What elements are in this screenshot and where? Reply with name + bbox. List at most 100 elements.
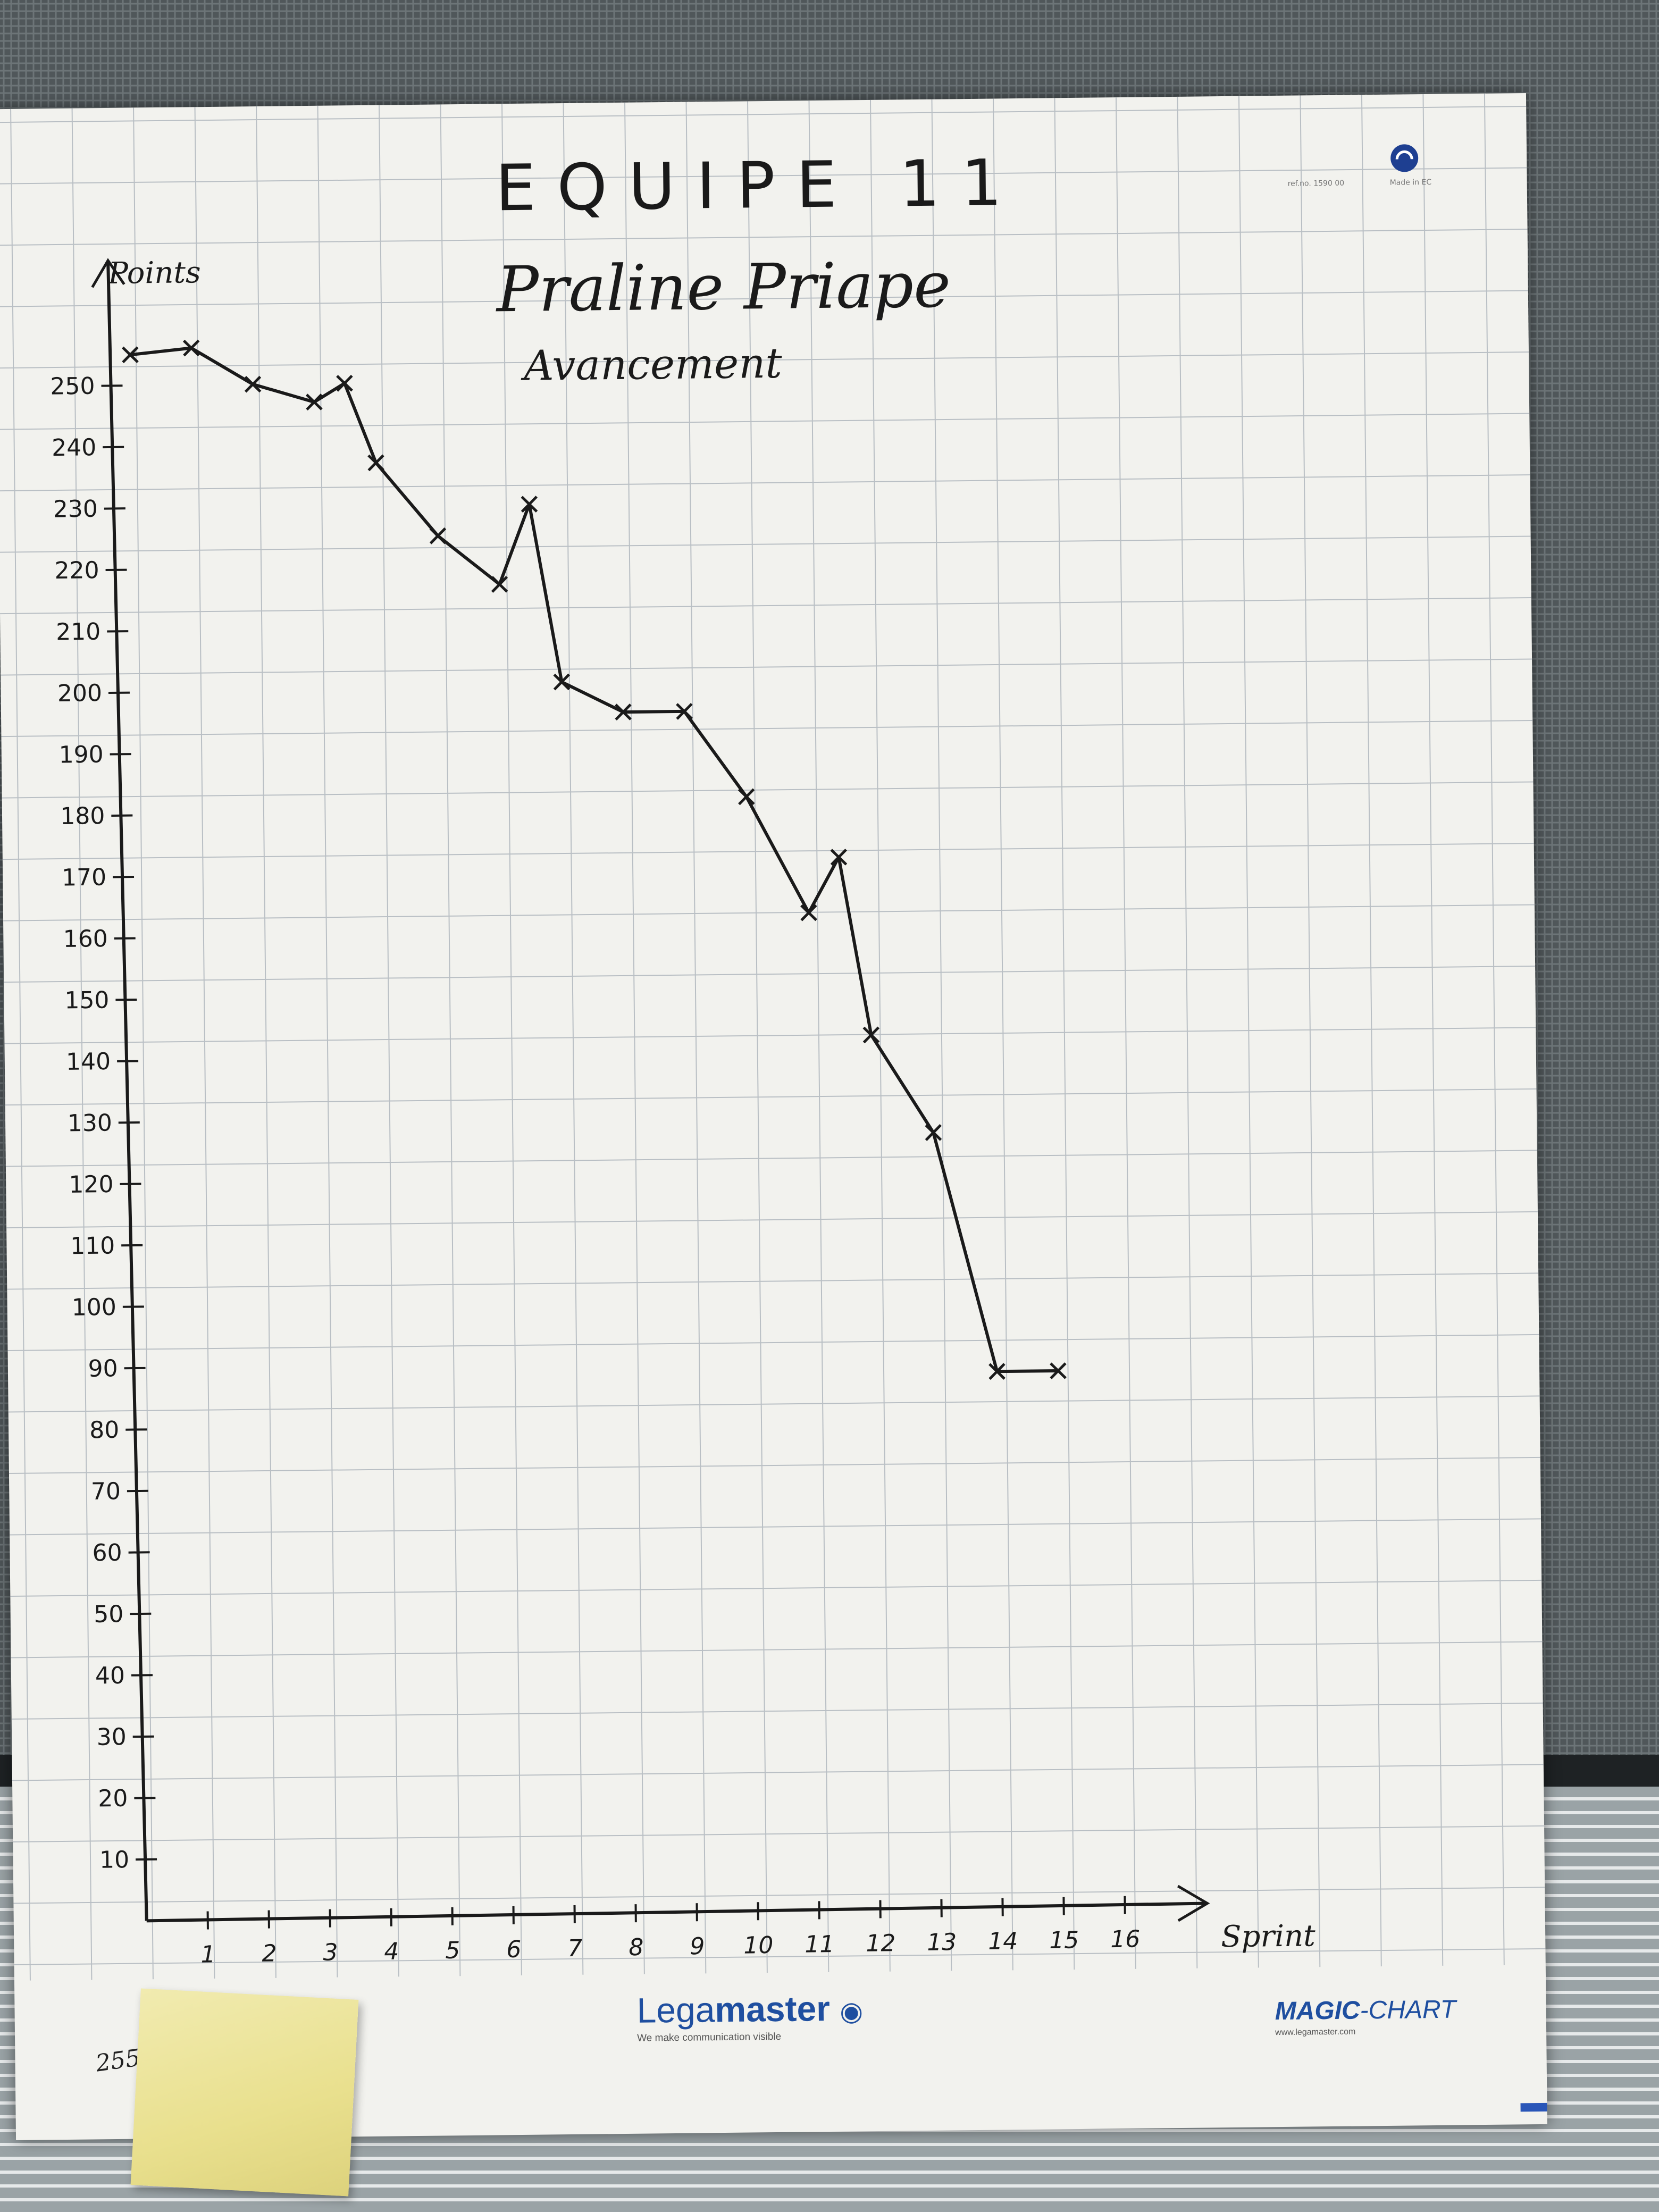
grid-line-horizontal bbox=[3, 904, 1535, 921]
grid-line-vertical bbox=[1300, 95, 1321, 1967]
data-point-marker bbox=[305, 393, 323, 410]
data-point-marker bbox=[615, 703, 632, 720]
grid-line-vertical bbox=[317, 105, 338, 1978]
grid-line-horizontal bbox=[1, 719, 1533, 738]
grid-line-horizontal bbox=[11, 1641, 1543, 1658]
data-point-marker bbox=[988, 1363, 1006, 1380]
flipchart-sheet: 10 20 30 40 50 60 70 80 90 100 110 120 130 140 150 160 1… bbox=[0, 93, 1547, 2140]
recycle-icon bbox=[1390, 144, 1419, 172]
y-tick-label: 130 bbox=[68, 1109, 113, 1137]
data-point-marker bbox=[800, 904, 817, 921]
y-axis-line bbox=[106, 260, 148, 1921]
x-tick-label: 7 bbox=[567, 1935, 583, 1962]
legamaster-tagline: We make communication visible bbox=[637, 2031, 782, 2044]
grid-line-horizontal bbox=[0, 413, 1530, 430]
y-tick-label: 240 bbox=[52, 434, 97, 462]
data-point-marker bbox=[336, 374, 353, 392]
data-point-marker bbox=[182, 339, 200, 357]
grid-line-horizontal bbox=[0, 229, 1528, 246]
grid-line-vertical bbox=[685, 102, 707, 1974]
chart-subtitle: Praline Priape bbox=[495, 248, 951, 326]
grid-line-horizontal bbox=[4, 1027, 1536, 1044]
data-point-marker bbox=[738, 788, 755, 806]
grid-line-horizontal bbox=[0, 167, 1527, 185]
grid-line-vertical bbox=[563, 103, 584, 1975]
grid-line-vertical bbox=[440, 104, 461, 1976]
x-axis-line bbox=[146, 1901, 1208, 1923]
y-tick-label: 230 bbox=[53, 496, 98, 523]
grid-line-horizontal bbox=[6, 1211, 1538, 1229]
paper-grid bbox=[0, 93, 1546, 1981]
y-tick-label: 180 bbox=[60, 802, 105, 830]
y-tick-label: 190 bbox=[58, 741, 104, 769]
x-tick-label: 6 bbox=[506, 1936, 522, 1963]
x-tick-label: 12 bbox=[866, 1930, 896, 1957]
grid-line-vertical bbox=[256, 106, 276, 1978]
grid-line-horizontal bbox=[9, 1456, 1540, 1474]
x-axis-arrow bbox=[1177, 1884, 1210, 1922]
data-point-marker bbox=[122, 346, 139, 364]
made-in-label: Made in EC bbox=[1390, 178, 1432, 187]
y-tick-label: 60 bbox=[92, 1539, 122, 1567]
sticky-note bbox=[130, 1988, 359, 2197]
y-axis-ticks: 10 20 30 40 50 60 70 80 90 100 110 120 130 140 150 160 1… bbox=[50, 373, 157, 1874]
x-tick-label: 1 bbox=[200, 1941, 216, 1968]
grid-line-horizontal bbox=[8, 1395, 1540, 1413]
grid-line-vertical bbox=[992, 98, 1013, 1971]
y-tick-label: 110 bbox=[70, 1232, 115, 1260]
x-tick-label: 5 bbox=[445, 1937, 460, 1964]
x-tick-label: 11 bbox=[805, 1931, 835, 1958]
data-point-marker bbox=[830, 849, 848, 866]
y-tick-label: 250 bbox=[50, 373, 95, 400]
x-tick-label: 2 bbox=[262, 1940, 277, 1967]
grid-line-horizontal bbox=[2, 842, 1534, 860]
grid-line-horizontal bbox=[12, 1764, 1544, 1781]
data-point-marker bbox=[676, 702, 693, 720]
y-tick-label: 220 bbox=[54, 557, 99, 584]
chart-axes bbox=[91, 258, 1210, 1923]
y-axis-arrow bbox=[91, 258, 125, 288]
grid-line-vertical bbox=[1177, 96, 1198, 1968]
x-axis-ticks: 1 2 3 4 5 6 7 8 9 10 11 12 13 14 15 16 bbox=[200, 1896, 1141, 1968]
y-tick-label: 30 bbox=[96, 1723, 127, 1751]
grid-line-horizontal bbox=[13, 1825, 1545, 1843]
grid-line-vertical bbox=[71, 108, 93, 1980]
grid-line-vertical bbox=[1238, 96, 1259, 1968]
grid-line-horizontal bbox=[13, 1887, 1545, 1904]
chart-caption: Avancement bbox=[521, 340, 783, 390]
grid-line-vertical bbox=[501, 104, 522, 1976]
y-tick-label: 210 bbox=[56, 618, 101, 646]
grid-line-horizontal bbox=[0, 106, 1527, 123]
y-tick-label: 140 bbox=[66, 1048, 111, 1076]
x-tick-label: 4 bbox=[384, 1938, 399, 1965]
chart-title: EQUIPE 11 bbox=[495, 146, 1024, 225]
data-point-marker bbox=[521, 496, 538, 513]
grid-line-horizontal bbox=[0, 474, 1530, 492]
grid-line-vertical bbox=[624, 102, 645, 1974]
y-tick-label: 70 bbox=[91, 1478, 121, 1505]
x-tick-label: 14 bbox=[988, 1928, 1018, 1955]
data-point-marker bbox=[862, 1026, 880, 1044]
grid-line-vertical bbox=[379, 105, 399, 1977]
data-point-marker bbox=[491, 576, 508, 593]
recycle-icon-arrow bbox=[1395, 150, 1413, 160]
x-tick-label: 16 bbox=[1110, 1926, 1141, 1954]
grid-line-horizontal bbox=[5, 1088, 1537, 1106]
grid-line-horizontal bbox=[1, 658, 1532, 676]
x-tick-label: 8 bbox=[629, 1934, 644, 1961]
grid-line-vertical bbox=[1115, 97, 1136, 1969]
grid-line-vertical bbox=[133, 107, 154, 1980]
data-points bbox=[122, 339, 1067, 1380]
y-tick-label: 20 bbox=[98, 1785, 128, 1813]
x-tick-label: 13 bbox=[927, 1929, 957, 1956]
y-tick-label: 10 bbox=[99, 1846, 130, 1874]
grid-line-vertical bbox=[1422, 94, 1444, 1966]
grid-line-vertical bbox=[1361, 95, 1382, 1967]
data-point-marker bbox=[925, 1124, 942, 1141]
y-tick-label: 90 bbox=[88, 1355, 118, 1382]
legamaster-word-light: Lega bbox=[636, 1990, 715, 2030]
grid-line-horizontal bbox=[0, 351, 1529, 369]
x-tick-label: 3 bbox=[323, 1939, 338, 1966]
grid-line-vertical bbox=[869, 99, 891, 1972]
grid-line-horizontal bbox=[0, 597, 1531, 615]
